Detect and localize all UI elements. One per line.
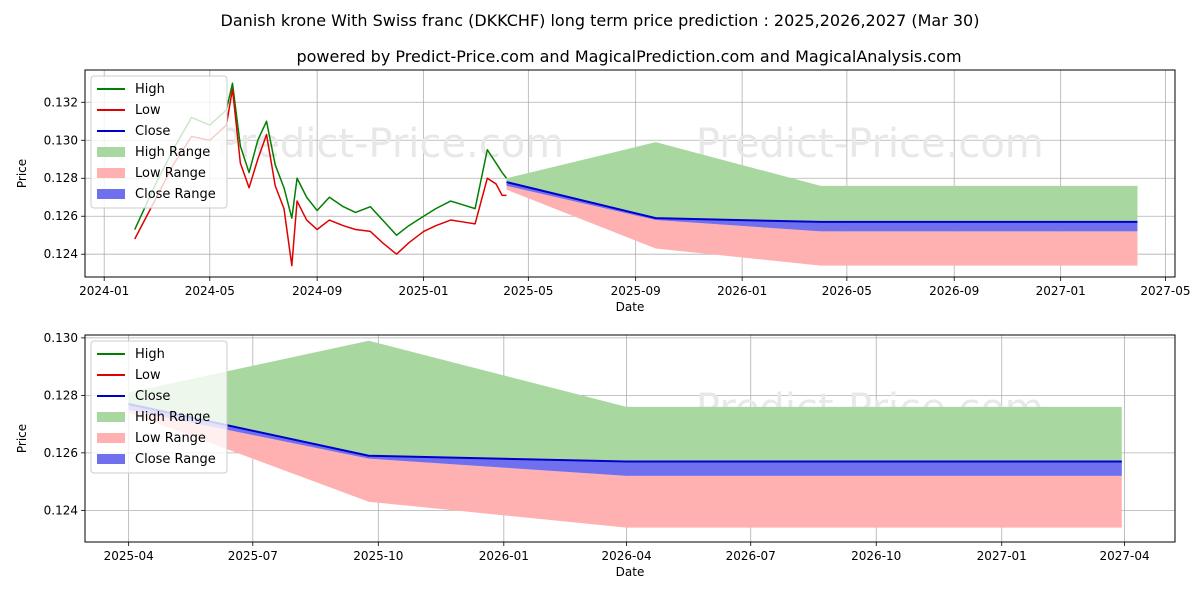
- y-tick-label: 0.128: [44, 388, 78, 402]
- axes-frame: [84, 334, 1176, 543]
- top-panel: Predict-Price.com Predict-Price.com2024-0…: [15, 69, 1190, 314]
- x-tick-label: 2025-07: [228, 549, 278, 563]
- close-series-line: [128, 403, 1122, 463]
- y-tick-label: 0.126: [44, 209, 78, 223]
- x-axis-label: Date: [616, 565, 645, 579]
- y-tick-label: 0.126: [44, 446, 78, 460]
- x-tick-label: 2024-05: [185, 284, 235, 298]
- x-tick-label: 2024-09: [292, 284, 342, 298]
- legend-label: High: [135, 347, 165, 362]
- x-axis-label: Date: [616, 300, 645, 314]
- legend-label: Low Range: [135, 166, 206, 181]
- chart-title: Danish krone With Swiss franc (DKKCHF) l…: [221, 11, 980, 30]
- watermark: Predict-Price.com: [696, 121, 1044, 167]
- y-tick-label: 0.128: [44, 171, 78, 185]
- low-series-line: [134, 88, 507, 267]
- y-tick-label: 0.130: [44, 331, 78, 345]
- x-tick-label: 2025-04: [104, 549, 154, 563]
- close-series-line: [506, 181, 1138, 223]
- close-range-band: [128, 404, 1122, 476]
- x-tick-label: 2025-05: [503, 284, 553, 298]
- high-range-band: [128, 340, 1122, 462]
- legend-label: Close: [135, 124, 170, 139]
- y-axis-label: Price: [15, 159, 29, 188]
- legend-label: Close: [135, 389, 170, 404]
- legend-label: Close Range: [135, 452, 216, 467]
- legend-swatch-patch: [97, 454, 125, 464]
- x-tick-label: 2026-01: [717, 284, 767, 298]
- legend-label: High: [135, 82, 165, 97]
- legend-label: High Range: [135, 145, 210, 160]
- x-tick-label: 2027-01: [1036, 284, 1086, 298]
- low-range-band: [506, 185, 1138, 266]
- high-series-line: [134, 82, 508, 236]
- x-tick-label: 2026-05: [822, 284, 872, 298]
- x-tick-label: 2025-09: [611, 284, 661, 298]
- x-tick-label: 2024-01: [79, 284, 129, 298]
- x-tick-label: 2027-05: [1140, 284, 1190, 298]
- legend-swatch-patch: [97, 189, 125, 199]
- bottom-panel: Predict-Price.comPredict-Price.com2025-0…: [15, 331, 1176, 579]
- legend-label: Close Range: [135, 187, 216, 202]
- y-tick-label: 0.124: [44, 503, 78, 517]
- axes-frame: [84, 69, 1176, 278]
- x-tick-label: 2026-04: [602, 549, 652, 563]
- plot-marks: [128, 340, 1122, 528]
- chart-subtitle: powered by Predict-Price.com and Magical…: [296, 47, 961, 66]
- legend-swatch-patch: [97, 147, 125, 157]
- low-range-band: [128, 409, 1122, 528]
- x-tick-label: 2025-01: [399, 284, 449, 298]
- x-tick-label: 2025-10: [353, 549, 403, 563]
- plot-marks: [134, 82, 1138, 267]
- legend-swatch-patch: [97, 412, 125, 422]
- legend-label: Low Range: [135, 431, 206, 446]
- legend-label: Low: [135, 368, 161, 383]
- x-tick-label: 2026-09: [929, 284, 979, 298]
- x-tick-label: 2027-01: [977, 549, 1027, 563]
- high-range-band: [506, 142, 1138, 222]
- y-tick-label: 0.130: [44, 133, 78, 147]
- y-axis-label: Price: [15, 424, 29, 453]
- x-tick-label: 2026-07: [726, 549, 776, 563]
- legend-swatch-patch: [97, 433, 125, 443]
- y-tick-label: 0.132: [44, 95, 78, 109]
- legend-label: High Range: [135, 410, 210, 425]
- x-tick-label: 2026-01: [479, 549, 529, 563]
- legend-label: Low: [135, 103, 161, 118]
- y-tick-label: 0.124: [44, 247, 78, 261]
- legend-swatch-patch: [97, 168, 125, 178]
- legend: High Low Close High Range Low Range Close Ran…: [90, 75, 228, 209]
- x-tick-label: 2026-10: [851, 549, 901, 563]
- legend: High Low Close High Range Low Range Close Ran…: [90, 340, 228, 474]
- x-tick-label: 2027-04: [1099, 549, 1149, 563]
